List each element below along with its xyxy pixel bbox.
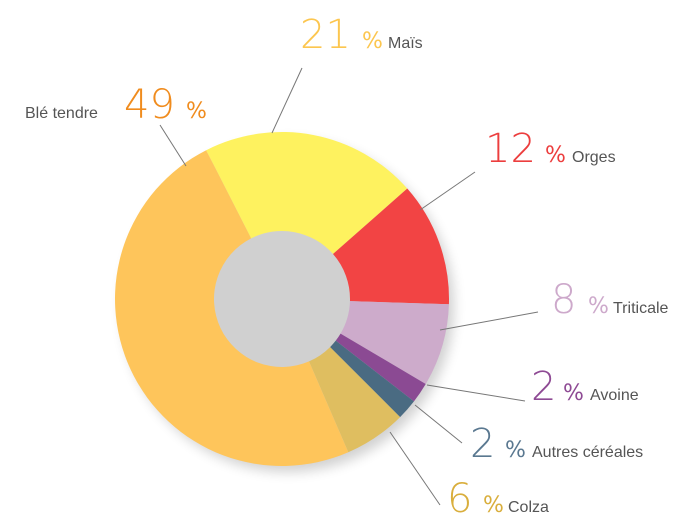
slice [330,340,414,418]
unit-label: % [563,381,584,406]
value-label: 6 [447,476,472,522]
value-label: 21 [300,12,351,58]
unit-label: % [362,29,383,54]
value-label: 12 [485,126,536,172]
category-label: Maïs [388,35,423,52]
unit-label: % [186,99,207,124]
value-label: 49 [124,82,175,128]
value-label: 8 [551,277,576,323]
slice [333,188,449,305]
value-label: 2 [470,421,495,467]
category-label: Avoine [590,387,639,404]
category-label: Orges [572,149,616,166]
leader-line [414,404,463,444]
slice [309,347,401,453]
category-label: Colza [508,499,549,516]
slice [206,132,408,255]
leader-line [389,431,441,506]
value-label: 2 [531,364,556,410]
unit-label: % [545,143,566,168]
leader-line [439,311,539,331]
leader-line [426,384,526,402]
unit-label: % [588,294,609,319]
slice [335,333,426,402]
slice [115,150,349,466]
category-label: Autres céréales [532,444,643,461]
leader-line [271,67,303,134]
unit-label: % [483,493,504,518]
slice [340,301,449,385]
category-label: Triticale [613,300,669,317]
unit-label: % [505,438,526,463]
leader-line [159,124,187,167]
leader-line [419,171,476,211]
category-label: Blé tendre [25,105,98,122]
